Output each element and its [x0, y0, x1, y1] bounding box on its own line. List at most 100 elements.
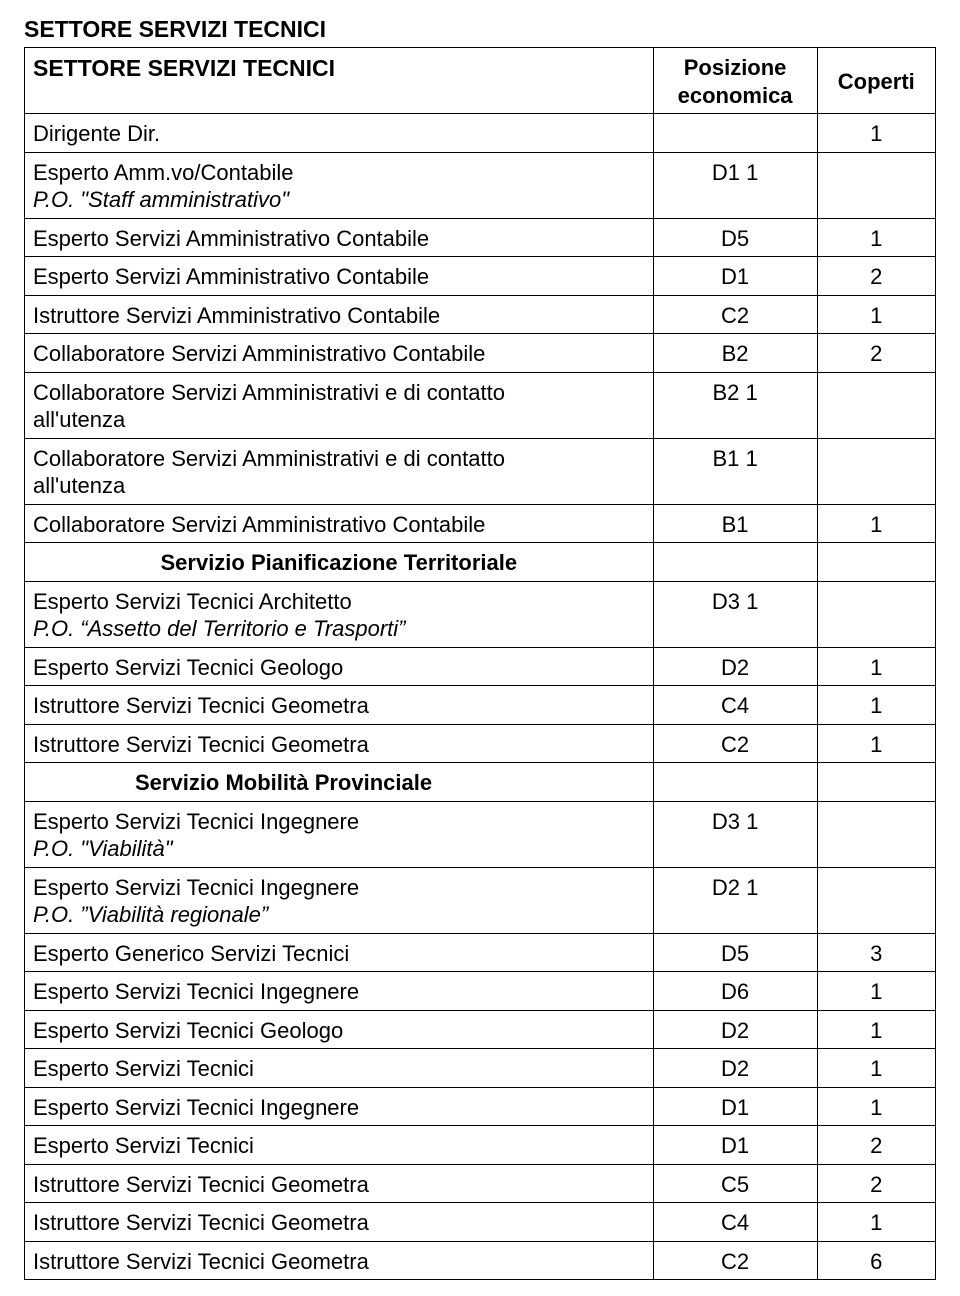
row-posizione: D5: [653, 218, 817, 257]
table-row: Collaboratore Servizi Amministrativo Con…: [25, 504, 936, 543]
row-description: Istruttore Servizi Tecnici Geometra: [25, 1164, 654, 1203]
row-desc-line: Esperto Servizi Tecnici Architetto: [33, 589, 352, 614]
table-row: Esperto Servizi Tecnici Ingegnere D11: [25, 1087, 936, 1126]
table-row: Esperto Servizi Tecnici ArchitettoP.O. “…: [25, 581, 936, 647]
row-description: Esperto Servizi Amministrativo Contabile: [25, 218, 654, 257]
row-description: Istruttore Servizi Tecnici Geometra: [25, 1203, 654, 1242]
row-coperti: [817, 543, 935, 582]
row-posizione: D1: [653, 1087, 817, 1126]
table-header-row: SETTORE SERVIZI TECNICI Posizione econom…: [25, 48, 936, 114]
row-coperti: 2: [817, 1126, 935, 1165]
row-desc-line: P.O. "Staff amministrativo": [33, 187, 289, 212]
row-coperti: 1: [817, 1010, 935, 1049]
row-posizione: C2: [653, 1241, 817, 1280]
table-row: Istruttore Servizi Tecnici GeometraC41: [25, 1203, 936, 1242]
row-desc-line: Esperto Generico Servizi Tecnici: [33, 941, 349, 966]
row-coperti: [817, 867, 935, 933]
row-description: Esperto Servizi Amministrativo Contabile: [25, 257, 654, 296]
table-row: Istruttore Servizi Tecnici Geometra C21: [25, 724, 936, 763]
row-description: Servizio Mobilità Provinciale: [25, 763, 654, 802]
table-row: Esperto Servizi Tecnici Geologo D21: [25, 1010, 936, 1049]
row-description: Dirigente Dir.: [25, 114, 654, 153]
row-posizione: D1: [653, 1126, 817, 1165]
table-row: Istruttore Servizi Tecnici GeometraC52: [25, 1164, 936, 1203]
row-description: Esperto Servizi Tecnici IngegnereP.O. ”V…: [25, 867, 654, 933]
table-row: Esperto Servizi Tecnici IngegnereD61: [25, 972, 936, 1011]
row-desc-line: Esperto Servizi Tecnici Ingegnere: [33, 1095, 359, 1120]
row-description: Esperto Amm.vo/ContabileP.O. "Staff ammi…: [25, 152, 654, 218]
row-coperti: 1: [817, 724, 935, 763]
row-description: Istruttore Servizi Tecnici Geometra: [25, 724, 654, 763]
row-coperti: 1: [817, 504, 935, 543]
row-posizione: D3 1: [653, 581, 817, 647]
data-table: SETTORE SERVIZI TECNICI Posizione econom…: [24, 47, 936, 1280]
row-coperti: 1: [817, 1049, 935, 1088]
row-desc-line: Esperto Servizi Tecnici Ingegnere: [33, 875, 359, 900]
table-row: Esperto Servizi Tecnici IngegnereP.O. "V…: [25, 801, 936, 867]
row-coperti: 6: [817, 1241, 935, 1280]
table-row: Esperto Servizi Amministrativo Contabile…: [25, 218, 936, 257]
row-desc-line: all'utenza: [33, 473, 125, 498]
row-description: Esperto Servizi Tecnici ArchitettoP.O. “…: [25, 581, 654, 647]
row-desc-line: Esperto Servizi Tecnici: [33, 1056, 254, 1081]
row-desc-line: Istruttore Servizi Tecnici Geometra: [33, 693, 369, 718]
row-posizione: C2: [653, 724, 817, 763]
row-desc-line: Esperto Servizi Tecnici Geologo: [33, 1018, 343, 1043]
row-description: Servizio Pianificazione Territoriale: [25, 543, 654, 582]
row-desc-line: Istruttore Servizi Tecnici Geometra: [33, 732, 369, 757]
row-coperti: 1: [817, 1203, 935, 1242]
table-row: Esperto Servizi Tecnici IngegnereP.O. ”V…: [25, 867, 936, 933]
row-coperti: 1: [817, 218, 935, 257]
table-row: Collaboratore Servizi Amministrativo Con…: [25, 334, 936, 373]
table-row: Servizio Mobilità Provinciale: [25, 763, 936, 802]
row-desc-line: Esperto Servizi Amministrativo Contabile: [33, 226, 429, 251]
row-posizione: C5: [653, 1164, 817, 1203]
row-posizione: [653, 543, 817, 582]
row-coperti: [817, 801, 935, 867]
row-coperti: 1: [817, 972, 935, 1011]
row-desc-line: Istruttore Servizi Tecnici Geometra: [33, 1249, 369, 1274]
row-desc-line: Esperto Servizi Amministrativo Contabile: [33, 264, 429, 289]
table-row: Collaboratore Servizi Amministrativi e d…: [25, 372, 936, 438]
row-coperti: [817, 438, 935, 504]
row-coperti: 1: [817, 1087, 935, 1126]
table-row: Istruttore Servizi Tecnici Geometra C26: [25, 1241, 936, 1280]
row-posizione: B1: [653, 504, 817, 543]
table-row: Istruttore Servizi Tecnici GeometraC41: [25, 686, 936, 725]
row-description: Collaboratore Servizi Amministrativi e d…: [25, 438, 654, 504]
row-coperti: [817, 581, 935, 647]
row-posizione: [653, 763, 817, 802]
row-coperti: [817, 763, 935, 802]
row-description: Esperto Servizi Tecnici: [25, 1049, 654, 1088]
table-row: Esperto Servizi TecniciD12: [25, 1126, 936, 1165]
row-desc-line: Istruttore Servizi Tecnici Geometra: [33, 1210, 369, 1235]
row-posizione: D2: [653, 1010, 817, 1049]
table-row: Esperto Servizi Tecnici GeologoD21: [25, 647, 936, 686]
table-row: Dirigente Dir.1: [25, 114, 936, 153]
row-posizione: D5: [653, 933, 817, 972]
row-description: Esperto Servizi Tecnici Ingegnere: [25, 1087, 654, 1126]
row-posizione: C2: [653, 295, 817, 334]
row-description: Istruttore Servizi Tecnici Geometra: [25, 686, 654, 725]
row-desc-line: Esperto Servizi Tecnici Ingegnere: [33, 809, 359, 834]
row-desc-line: P.O. "Viabilità": [33, 836, 173, 861]
row-desc-line: Collaboratore Servizi Amministrativi e d…: [33, 380, 505, 405]
table-row: Esperto Generico Servizi TecniciD53: [25, 933, 936, 972]
row-desc-line: Esperto Servizi Tecnici Geologo: [33, 655, 343, 680]
row-desc-line: Istruttore Servizi Amministrativo Contab…: [33, 303, 440, 328]
row-description: Esperto Servizi Tecnici Geologo: [25, 1010, 654, 1049]
row-description: Esperto Servizi Tecnici Geologo: [25, 647, 654, 686]
row-description: Collaboratore Servizi Amministrativo Con…: [25, 334, 654, 373]
row-coperti: 2: [817, 334, 935, 373]
row-desc-line: Istruttore Servizi Tecnici Geometra: [33, 1172, 369, 1197]
row-desc-line: Esperto Servizi Tecnici Ingegnere: [33, 979, 359, 1004]
table-row: Servizio Pianificazione Territoriale: [25, 543, 936, 582]
row-posizione: C4: [653, 686, 817, 725]
row-desc-line: Esperto Amm.vo/Contabile: [33, 160, 293, 185]
table-row: Esperto Servizi Amministrativo Contabile…: [25, 257, 936, 296]
row-posizione: D2: [653, 647, 817, 686]
row-posizione: D2 1: [653, 867, 817, 933]
row-coperti: [817, 372, 935, 438]
row-posizione: [653, 114, 817, 153]
row-posizione: D1 1: [653, 152, 817, 218]
